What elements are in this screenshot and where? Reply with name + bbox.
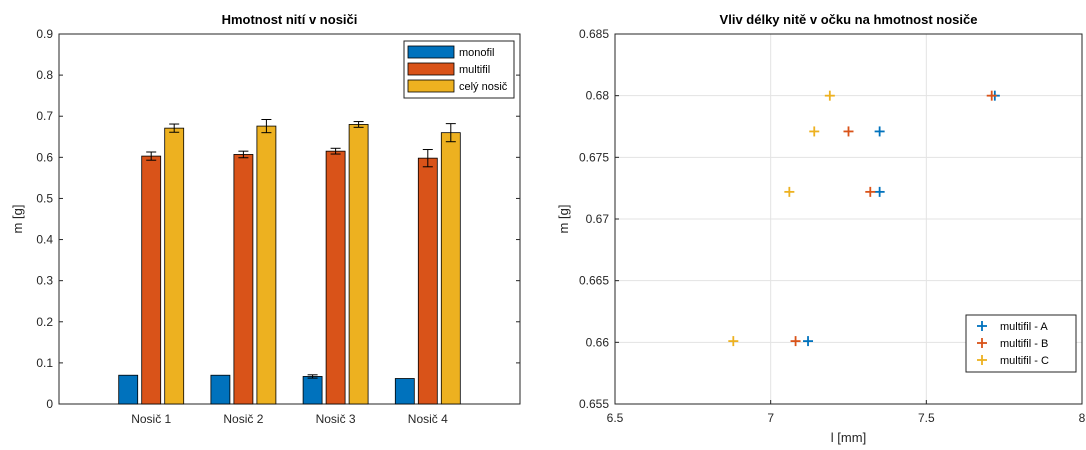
bar-y-tick-label: 0.4	[36, 233, 53, 247]
scatter-y-tick-label: 0.665	[579, 274, 609, 288]
scatter-axes-box	[614, 33, 1083, 405]
scatter-y-tick-label: 0.66	[586, 335, 610, 349]
bar-legend-label: celý nosič	[459, 81, 508, 93]
bar-legend-label: monofil	[459, 47, 494, 59]
bar-3-3	[348, 124, 369, 405]
bar-3-4	[440, 132, 461, 405]
scatter-y-tick-label: 0.68	[586, 89, 610, 103]
scatter-y-tick-label: 0.685	[579, 27, 609, 41]
scatter-legend-marker	[977, 355, 987, 365]
bar-2-1	[141, 155, 162, 405]
scatter-legend-marker	[977, 321, 987, 331]
bar-chart: 0 0.1 0.2 0.3 0.4 0.5 0.6 0.7 0.8 0.9 Nosič 1 Nosič…	[10, 12, 521, 426]
bar-1-4	[394, 378, 415, 405]
bar-1-2	[210, 374, 231, 405]
scatter-x-tick-label: 7.5	[918, 411, 935, 425]
scatter-point-c-4	[728, 336, 739, 347]
scatter-point-a-2	[874, 126, 885, 137]
bar-y-tick-label: 0.1	[36, 356, 53, 370]
scatter-point-c-1	[824, 90, 835, 101]
scatter-legend-label: multifil - B	[1000, 338, 1048, 350]
scatter-point-a-3	[874, 186, 885, 197]
bar-y-tick-label: 0	[46, 397, 53, 411]
bar-y-tick-label: 0.5	[36, 191, 53, 205]
scatter-y-tick-label: 0.67	[586, 212, 610, 226]
bar-legend-label: multifil	[459, 64, 490, 76]
scatter-x-tick-label: 6.5	[607, 411, 624, 425]
bar-legend-swatch	[407, 62, 455, 76]
bar-x-tick-label: Nosič 2	[223, 412, 263, 426]
bar-2-3	[325, 150, 346, 405]
scatter-point-b-3	[865, 186, 876, 197]
scatter-legend-marker	[977, 338, 987, 348]
bar-x-tick-label: Nosič 3	[316, 412, 356, 426]
bar-3-1	[164, 127, 185, 405]
bar-2-2	[233, 154, 254, 405]
bar-1-3	[302, 376, 323, 405]
bar-chart-title: Hmotnost nití v nosiči	[222, 12, 358, 27]
scatter-point-c-2	[809, 126, 820, 137]
scatter-point-b-1	[986, 90, 997, 101]
bar-y-tick-label: 0.9	[36, 27, 53, 41]
bar-x-tick-label: Nosič 4	[408, 412, 448, 426]
scatter-y-tick-label: 0.655	[579, 397, 609, 411]
bar-y-tick-label: 0.2	[36, 315, 53, 329]
bar-y-tick-label: 0.8	[36, 68, 53, 82]
bar-1-1	[118, 374, 139, 405]
bar-y-tick-label: 0.6	[36, 150, 53, 164]
scatter-chart: 6.5 7 7.5 8 0.655 0.66 0.665 0.67 0.675 0.68 0.685…	[556, 12, 1086, 445]
bar-y-axis-label: m [g]	[10, 205, 25, 234]
scatter-x-tick-label: 8	[1079, 411, 1086, 425]
bar-3-2	[256, 125, 277, 405]
scatter-x-axis-label: l [mm]	[831, 430, 866, 445]
bar-legend-swatch	[407, 45, 455, 59]
scatter-chart-title: Vliv délky nitě v očku na hmotnost nosič…	[720, 12, 978, 27]
bar-y-tick-label: 0.3	[36, 274, 53, 288]
scatter-y-tick-label: 0.675	[579, 150, 609, 164]
scatter-y-axis-label: m [g]	[556, 205, 571, 234]
scatter-point-b-2	[843, 126, 854, 137]
scatter-legend-label: multifil - A	[1000, 321, 1048, 333]
bar-y-tick-label: 0.7	[36, 109, 53, 123]
scatter-point-b-4	[790, 336, 801, 347]
bar-2-4	[417, 157, 438, 405]
bar-x-tick-label: Nosič 1	[131, 412, 171, 426]
scatter-x-tick-label: 7	[767, 411, 774, 425]
scatter-point-c-3	[784, 186, 795, 197]
scatter-legend-label: multifil - C	[1000, 355, 1049, 367]
scatter-point-a-4	[803, 336, 814, 347]
bar-legend-swatch	[407, 79, 455, 93]
